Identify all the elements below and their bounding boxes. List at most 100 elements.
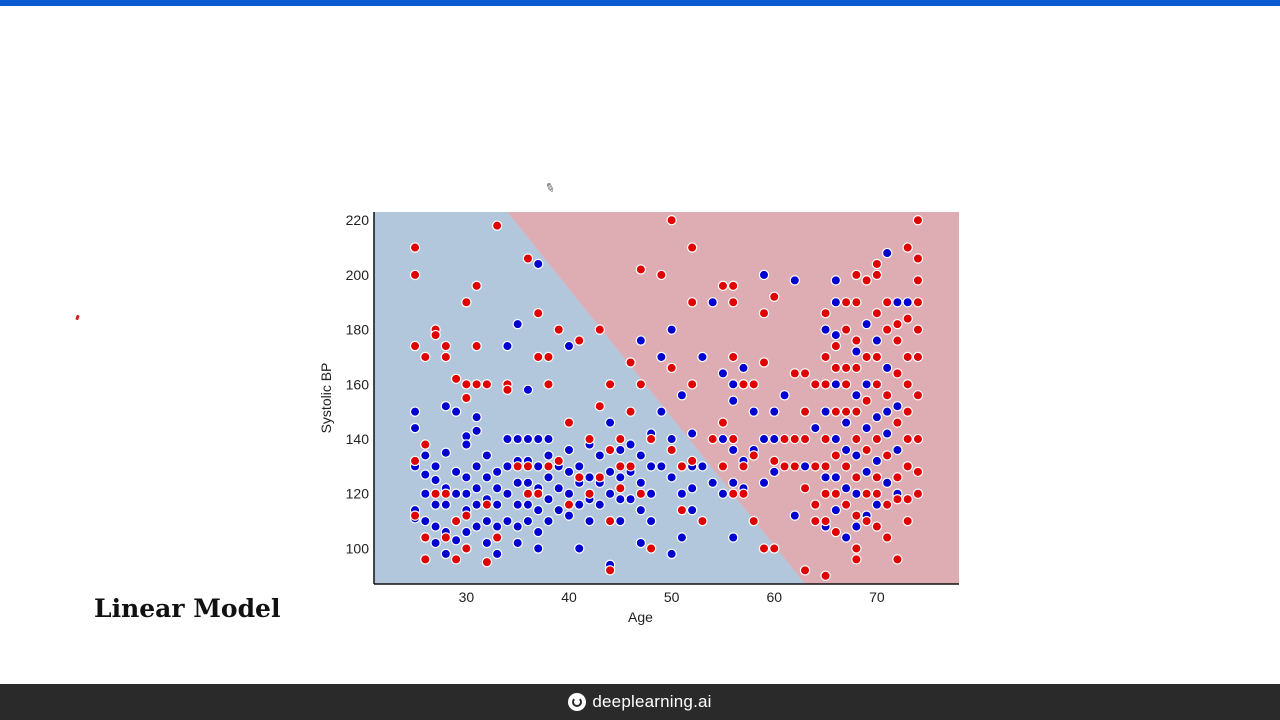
- blue-point: [491, 548, 503, 560]
- blue-point: [676, 390, 688, 401]
- blue-point: [881, 428, 893, 439]
- red-point: [430, 488, 441, 499]
- blue-point: [840, 483, 852, 494]
- red-point: [481, 379, 493, 390]
- blue-point: [881, 247, 893, 259]
- blue-point: [440, 447, 452, 458]
- blue-point: [471, 483, 482, 494]
- blue-point: [512, 318, 523, 330]
- red-point: [851, 269, 862, 281]
- blue-point: [430, 461, 441, 472]
- blue-point: [728, 477, 739, 488]
- blue-point: [881, 406, 893, 417]
- red-point: [799, 406, 811, 417]
- blue-point: [871, 455, 883, 467]
- red-point: [594, 401, 605, 412]
- red-point: [707, 433, 718, 445]
- blue-point: [584, 472, 595, 483]
- blue-point: [656, 461, 667, 472]
- red-point: [471, 379, 482, 390]
- blue-point: [830, 275, 842, 286]
- red-point: [902, 406, 913, 417]
- blue-point: [840, 417, 852, 428]
- red-point: [840, 324, 852, 335]
- blue-point: [409, 406, 421, 417]
- blue-point: [789, 275, 800, 286]
- blue-point: [522, 515, 534, 527]
- x-axis-label: Age: [628, 609, 653, 625]
- blue-point: [779, 390, 790, 401]
- x-tick-label: 50: [664, 589, 680, 605]
- blue-point: [471, 425, 482, 437]
- blue-point: [471, 521, 482, 532]
- blue-point: [512, 477, 523, 488]
- red-point: [892, 318, 903, 330]
- blue-point: [553, 504, 564, 516]
- red-point: [748, 450, 759, 461]
- blue-point: [769, 406, 780, 417]
- red-point: [830, 450, 842, 461]
- blue-point: [522, 499, 534, 510]
- blue-point: [574, 499, 585, 510]
- blue-point: [604, 466, 616, 478]
- x-tick-label: 70: [869, 589, 885, 605]
- red-point: [522, 488, 534, 499]
- red-point: [728, 351, 739, 363]
- red-point: [871, 269, 883, 281]
- red-point: [830, 488, 842, 499]
- red-point: [553, 455, 564, 467]
- red-point: [830, 526, 842, 538]
- blue-point: [450, 488, 462, 499]
- blue-point: [625, 494, 636, 505]
- y-tick-label: 180: [346, 322, 370, 338]
- x-tick-label: 60: [766, 589, 782, 605]
- blue-point: [666, 324, 677, 335]
- red-point: [440, 488, 452, 499]
- red-point: [851, 543, 862, 554]
- blue-point: [420, 450, 431, 461]
- blue-point: [892, 401, 903, 412]
- deeplearning-logo-icon: [568, 693, 587, 711]
- blue-point: [820, 406, 831, 417]
- red-point: [902, 379, 913, 390]
- scatter-chart: 30 40 50 60 70 100 120 140 160 180 200 220 Age Systol…: [318, 211, 959, 625]
- blue-point: [881, 362, 893, 374]
- red-point: [799, 483, 811, 494]
- blue-point: [769, 433, 780, 445]
- red-point: [830, 340, 842, 352]
- red-point: [820, 433, 831, 445]
- blue-point: [440, 401, 452, 412]
- red-point: [779, 433, 790, 445]
- red-point: [799, 565, 811, 576]
- blue-point: [522, 384, 534, 395]
- red-point: [666, 362, 677, 374]
- red-point: [440, 532, 452, 543]
- red-point: [851, 433, 862, 445]
- red-point: [769, 455, 780, 467]
- red-point: [881, 499, 893, 510]
- blue-point: [902, 297, 913, 308]
- red-point: [594, 472, 605, 483]
- blue-point: [512, 537, 523, 549]
- red-point: [491, 220, 503, 231]
- blue-point: [574, 543, 585, 554]
- red-point: [871, 308, 883, 319]
- blue-point: [656, 351, 667, 363]
- blue-point: [676, 532, 688, 543]
- blue-point: [830, 297, 842, 308]
- red-point: [409, 269, 421, 281]
- red-point: [861, 515, 872, 527]
- blue-point: [563, 510, 575, 521]
- blue-point: [522, 477, 534, 488]
- blue-point: [789, 510, 800, 521]
- red-point: [871, 472, 883, 483]
- blue-point: [707, 477, 718, 488]
- blue-point: [861, 422, 872, 434]
- blue-point: [820, 472, 831, 483]
- red-point: [409, 340, 421, 352]
- blue-point: [491, 483, 503, 494]
- red-point: [840, 499, 852, 510]
- blue-point: [461, 488, 472, 499]
- blue-point: [851, 346, 862, 357]
- blue-point: [543, 515, 554, 527]
